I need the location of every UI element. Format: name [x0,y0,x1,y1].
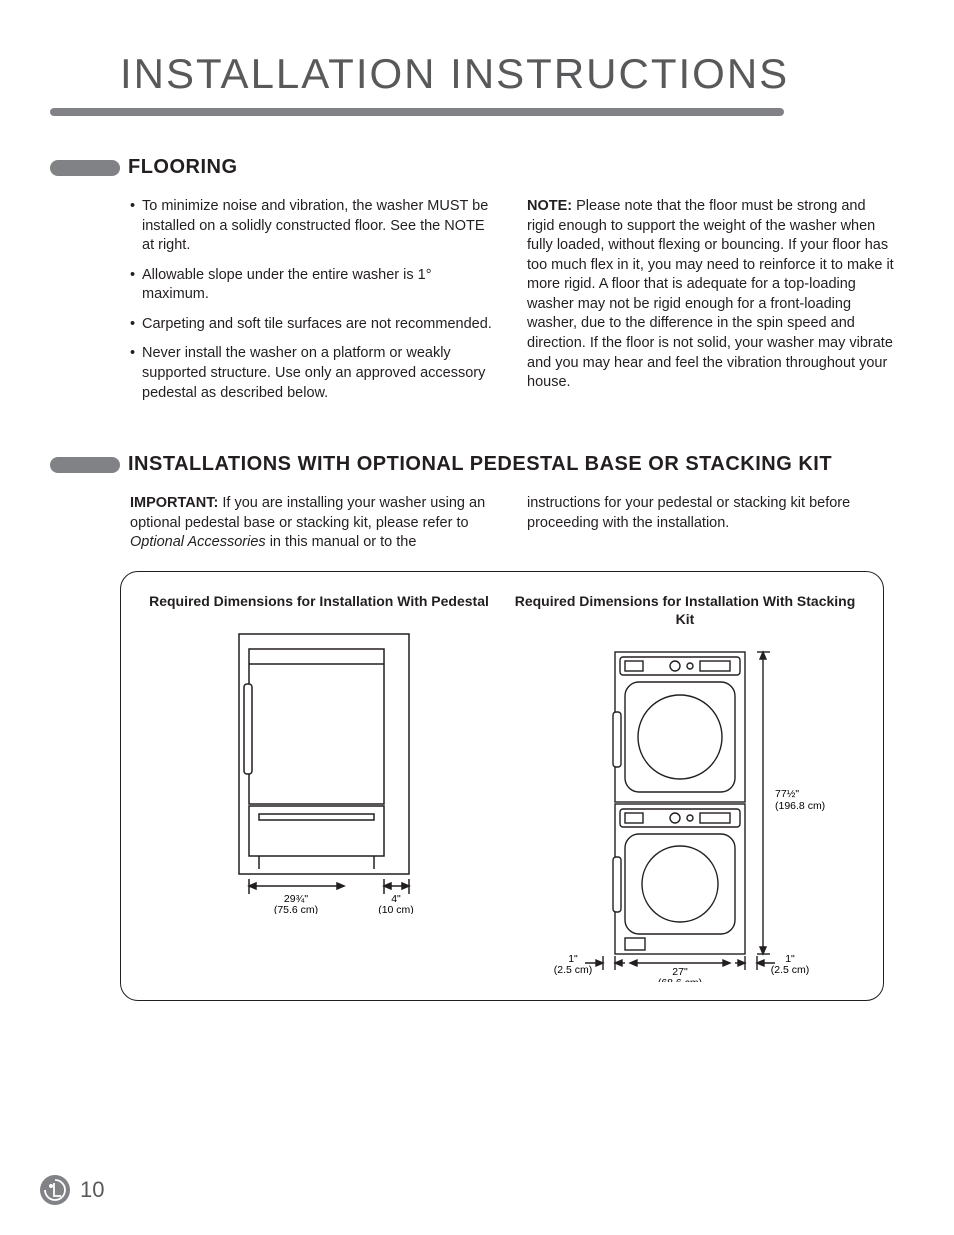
pedestal-text-right: instructions for your pedestal or stacki… [527,494,894,533]
pedestal-right-col: instructions for your pedestal or stacki… [527,494,894,553]
bullet-item: To minimize noise and vibration, the was… [130,197,497,256]
stacking-height-cm: (196.8 cm) [775,800,825,812]
pedestal-width-cm: (75.6 cm) [274,904,318,914]
stacking-height-in: 77½" [775,788,799,800]
pedestal-text-left: IMPORTANT: If you are installing your wa… [130,494,497,553]
section-header: INSTALLATIONS WITH OPTIONAL PEDESTAL BAS… [50,453,894,476]
section-title-pedestal: INSTALLATIONS WITH OPTIONAL PEDESTAL BAS… [128,453,832,476]
diagram-pedestal-title: Required Dimensions for Installation Wit… [141,592,497,610]
diagram-pedestal: Required Dimensions for Installation Wit… [141,592,497,982]
flooring-columns: To minimize noise and vibration, the was… [50,197,894,413]
title-rule [50,108,784,116]
note-text: Please note that the floor must be stron… [527,198,894,390]
stacking-right-cm: (2.5 cm) [771,964,810,976]
bullet-item: Never install the washer on a platform o… [130,344,497,403]
page-title: INSTALLATION INSTRUCTIONS [0,0,954,108]
stacking-width-cm: (68.6 cm) [658,977,702,982]
diagram-stacking-title: Required Dimensions for Installation Wit… [507,592,863,628]
section-flooring: FLOORING To minimize noise and vibration… [0,156,954,413]
flooring-right-col: NOTE: Please note that the floor must be… [527,197,894,413]
pedestal-text-2: in this manual or to the [266,534,417,550]
pedestal-text-italic: Optional Accessories [130,534,266,550]
header-pill-icon [50,457,120,473]
pedestal-left-col: IMPORTANT: If you are installing your wa… [130,494,497,553]
stacking-drawing: 77½" (196.8 cm) 1" (2.5 cm) 27" (68.6 cm… [525,642,845,982]
important-label: IMPORTANT: [130,495,218,511]
flooring-left-col: To minimize noise and vibration, the was… [130,197,497,413]
pedestal-drawing: 29¾" (75.6 cm) 4" (10 cm) [189,624,449,914]
note-label: NOTE: [527,198,572,214]
pedestal-svg-wrap: 29¾" (75.6 cm) 4" (10 cm) [141,624,497,914]
section-pedestal: INSTALLATIONS WITH OPTIONAL PEDESTAL BAS… [0,453,954,553]
stacking-left-cm: (2.5 cm) [554,964,593,976]
pedestal-columns: IMPORTANT: If you are installing your wa… [50,494,894,553]
section-header: FLOORING [50,156,894,179]
flooring-note: NOTE: Please note that the floor must be… [527,197,894,393]
lg-logo-icon [40,1175,70,1205]
diagram-stacking: Required Dimensions for Installation Wit… [507,592,863,982]
bullet-item: Carpeting and soft tile surfaces are not… [130,315,497,335]
header-pill-icon [50,160,120,176]
stacking-svg-wrap: 77½" (196.8 cm) 1" (2.5 cm) 27" (68.6 cm… [507,642,863,982]
section-title-flooring: FLOORING [128,156,238,179]
flooring-bullets: To minimize noise and vibration, the was… [130,197,497,403]
diagram-box: Required Dimensions for Installation Wit… [120,571,884,1001]
pedestal-gap-cm: (10 cm) [378,904,414,914]
bullet-item: Allowable slope under the entire washer … [130,266,497,305]
footer: 10 [40,1175,104,1205]
page-number: 10 [80,1177,104,1203]
